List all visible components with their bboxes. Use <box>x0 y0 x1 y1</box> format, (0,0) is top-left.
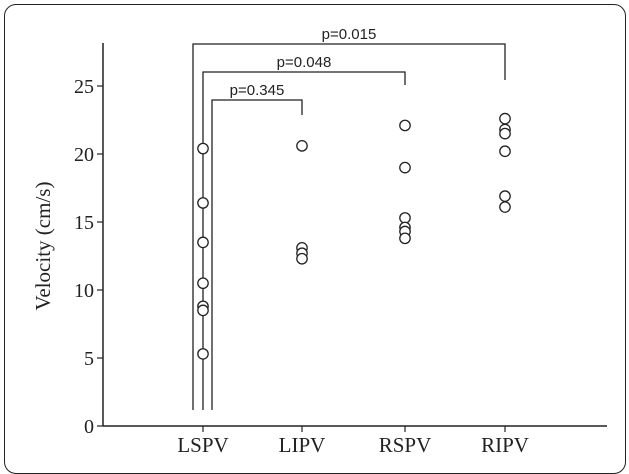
y-tick-label: 5 <box>84 348 94 370</box>
y-tick-label: 20 <box>74 144 94 166</box>
y-ticks: 0 5 10 15 20 25 <box>74 76 103 438</box>
significance-bracket <box>211 99 303 410</box>
data-point <box>197 277 209 290</box>
data-point <box>399 232 411 245</box>
data-point <box>296 139 308 152</box>
y-tick-label: 10 <box>74 280 94 302</box>
y-tick-label: 0 <box>84 416 94 438</box>
x-category-label: LIPV <box>279 433 326 457</box>
p-value-label: p=0.015 <box>322 26 377 43</box>
significance-bracket <box>192 43 506 410</box>
data-point <box>499 145 511 158</box>
significance-brackets: p=0.345 p=0.048 p=0.015 <box>192 26 506 410</box>
data-point <box>197 197 209 209</box>
data-point <box>499 112 511 125</box>
velocity-scatter-chart: Velocity (cm/s) 0 5 10 15 20 25 LSPV LIPV RSPV R… <box>31 26 607 457</box>
data-point <box>399 161 411 174</box>
data-point <box>399 212 411 224</box>
x-category-labels: LSPV LIPV RSPV RIPV <box>177 426 529 457</box>
p-value-label: p=0.345 <box>230 82 285 99</box>
y-tick-label: 25 <box>74 76 94 98</box>
data-point <box>399 119 411 132</box>
data-point <box>499 127 511 140</box>
data-point <box>499 190 511 203</box>
data-point <box>499 201 511 213</box>
y-tick-label: 15 <box>74 212 94 234</box>
y-axis-title: Velocity (cm/s) <box>31 182 55 311</box>
data-point <box>296 252 308 265</box>
p-value-label: p=0.048 <box>277 54 332 71</box>
data-point <box>197 142 209 155</box>
x-category-label: RIPV <box>481 433 529 457</box>
x-category-label: LSPV <box>177 433 228 457</box>
data-point <box>197 236 209 249</box>
x-category-label: RSPV <box>379 433 432 457</box>
data-point <box>197 348 209 360</box>
data-points <box>197 112 511 360</box>
data-point <box>197 304 209 317</box>
significance-bracket <box>202 71 406 410</box>
